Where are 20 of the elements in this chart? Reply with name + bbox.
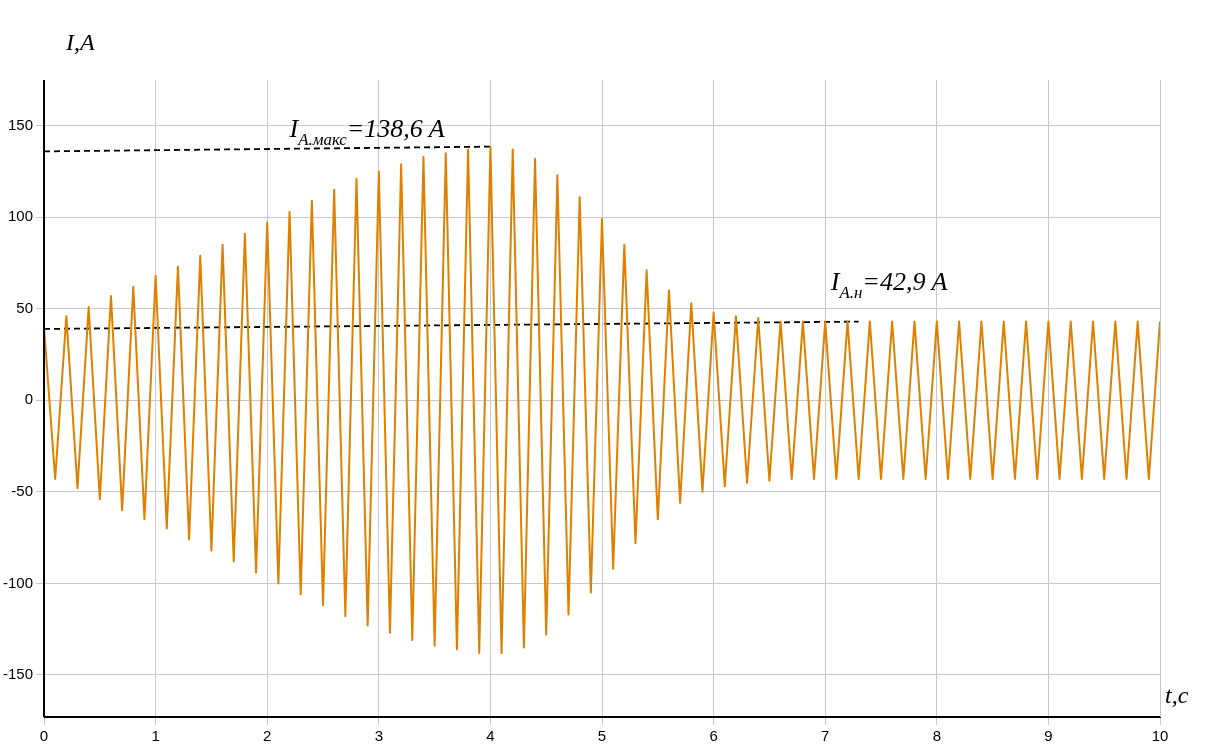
x-tick-label: 9: [1044, 727, 1053, 745]
x-tick-label: 3: [374, 727, 383, 745]
x-tick-label: 8: [932, 727, 941, 745]
y-tick-label: 150: [7, 115, 34, 133]
y-tick-label: -100: [2, 573, 34, 591]
x-tick-label: 2: [263, 727, 272, 745]
y-axis-title: I,A: [65, 29, 96, 55]
x-tick-label: 6: [709, 727, 718, 745]
x-tick-label: 7: [821, 727, 830, 745]
x-tick-label: 4: [486, 727, 495, 745]
y-tick-label: -150: [2, 665, 34, 683]
x-tick-label: 5: [597, 727, 607, 745]
x-axis-title: t,c: [1165, 682, 1189, 708]
x-tick-label: 10: [1151, 727, 1169, 745]
y-tick-label: 0: [24, 390, 34, 408]
y-tick-label: 100: [7, 207, 34, 225]
y-tick-label: -50: [11, 481, 34, 499]
y-tick-label: 50: [16, 298, 34, 316]
x-tick-label: 1: [151, 727, 160, 745]
x-tick-label: 0: [39, 727, 49, 745]
